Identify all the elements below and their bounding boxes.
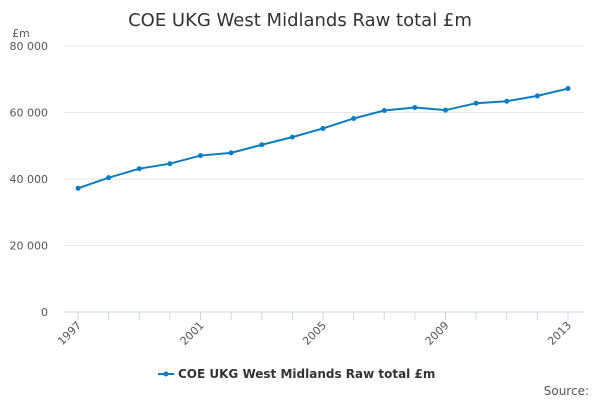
data-point[interactable] [136,166,142,172]
y-axis-label: £m [12,27,30,40]
x-tick-label: 2005 [300,319,329,348]
data-point[interactable] [289,134,295,140]
data-point[interactable] [351,115,357,121]
data-point[interactable] [228,150,234,156]
data-point[interactable] [443,107,448,113]
data-point[interactable] [565,86,571,92]
data-point[interactable] [106,175,112,181]
legend-point-marker [163,371,169,377]
data-point[interactable] [167,161,173,167]
y-tick-label: 0 [41,306,48,319]
legend[interactable]: COE UKG West Midlands Raw total £m [158,367,435,381]
chart-title: COE UKG West Midlands Raw total £m [128,10,472,31]
data-point[interactable] [320,125,326,131]
data-point[interactable] [504,98,510,104]
y-tick-label: 60 000 [10,107,49,120]
x-tick-label: 2013 [545,319,574,348]
data-point[interactable] [412,105,418,111]
y-tick-label: 80 000 [10,40,49,53]
data-point[interactable] [259,142,265,148]
data-point[interactable] [381,108,387,114]
x-tick-label: 1997 [55,319,84,348]
x-tick-label: 2009 [423,319,452,348]
x-tick-label: 2001 [178,319,207,348]
legend-label: COE UKG West Midlands Raw total £m [178,367,435,381]
data-point[interactable] [198,153,203,159]
data-point[interactable] [534,93,540,99]
y-tick-label: 40 000 [10,173,49,186]
source-label: Source: [544,384,589,398]
series-line [77,87,569,190]
data-point[interactable] [75,185,81,191]
data-point[interactable] [473,100,479,106]
y-tick-label: 20 000 [10,240,49,253]
